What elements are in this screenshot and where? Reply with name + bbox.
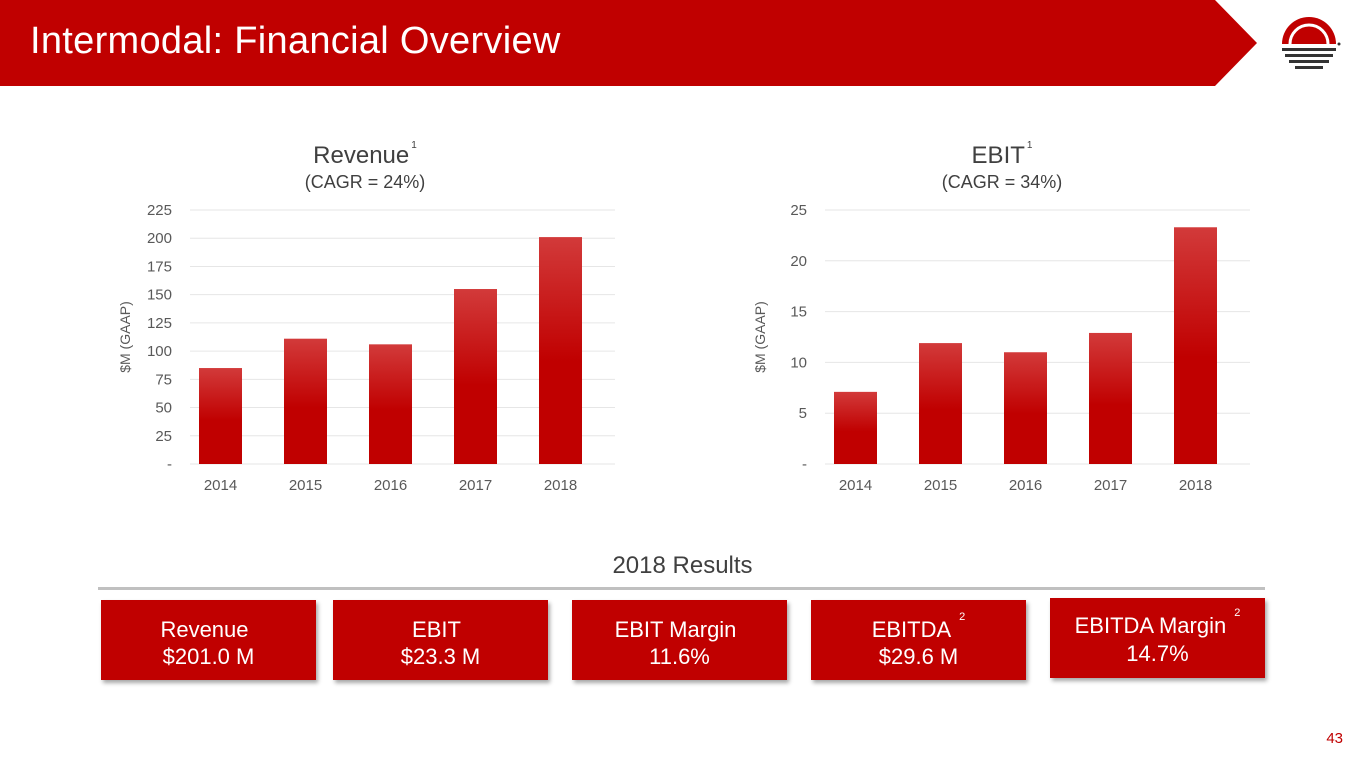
bar-2015 xyxy=(284,338,327,464)
results-divider xyxy=(98,587,1265,590)
kpi-label: Revenue xyxy=(160,617,249,642)
y-tick-label: 125 xyxy=(147,315,172,332)
y-tick-label: 50 xyxy=(155,400,172,417)
ebit-chart-title: EBIT 1 xyxy=(971,140,1033,169)
kpi-label: EBIT xyxy=(412,617,461,642)
bar-2015 xyxy=(919,343,962,464)
y-tick-label: - xyxy=(802,456,807,473)
kpi-value: $29.6 M xyxy=(878,644,959,669)
y-tick-label: 25 xyxy=(155,428,172,445)
bar-2014 xyxy=(199,368,242,464)
kpi-label: EBIT Margin xyxy=(614,617,737,642)
company-logo-icon xyxy=(1282,17,1341,69)
y-axis-label: $M (GAAP) xyxy=(117,301,133,373)
page-title: Intermodal: Financial Overview xyxy=(30,20,561,62)
ebit-bar-chart: - 5 10 15 20 25 $M (GAAP) 2014 2015 2016 2017 2018 xyxy=(752,202,1250,494)
bar-2018 xyxy=(1174,227,1217,464)
x-tick-label: 2014 xyxy=(839,477,872,494)
x-tick-label: 2017 xyxy=(459,477,492,494)
kpi-ebitda-card: EBITDA2 $29.6 M xyxy=(811,600,1026,680)
bar-2014 xyxy=(834,391,877,464)
bar-2016 xyxy=(1004,352,1047,464)
kpi-value: 14.7% xyxy=(1126,641,1189,666)
kpi-value: $201.0 M xyxy=(162,644,255,669)
y-axis-label: $M (GAAP) xyxy=(752,301,768,373)
revenue-cagr-subtitle: (CAGR = 24%) xyxy=(304,172,426,192)
x-tick-label: 2014 xyxy=(204,477,237,494)
y-tick-label: 150 xyxy=(147,287,172,304)
revenue-bar-chart: - 25 50 75 100 125 150 175 200 225 $M (GAAP) 2014 20… xyxy=(117,202,615,494)
kpi-ebit-card: EBIT $23.3 M xyxy=(333,600,548,680)
y-tick-label: 225 xyxy=(147,202,172,219)
kpi-ebitda-margin-card: EBITDA Margin2 14.7% xyxy=(1050,598,1265,678)
revenue-footnote-ref: 1 xyxy=(411,140,417,151)
x-tick-label: 2017 xyxy=(1094,477,1127,494)
y-tick-label: 75 xyxy=(155,371,172,388)
bar-2018 xyxy=(539,237,582,464)
kpi-value: $23.3 M xyxy=(400,644,481,669)
y-tick-label: 100 xyxy=(147,343,172,360)
y-tick-label: 15 xyxy=(790,304,807,321)
x-tick-label: 2015 xyxy=(924,477,957,494)
x-tick-label: 2016 xyxy=(1009,477,1042,494)
y-tick-label: 10 xyxy=(790,354,807,371)
y-tick-label: 175 xyxy=(147,258,172,275)
bar-2017 xyxy=(1089,332,1132,464)
y-tick-label: - xyxy=(167,456,172,473)
x-tick-label: 2016 xyxy=(374,477,407,494)
y-tick-label: 25 xyxy=(790,202,807,219)
revenue-chart-title: Revenue 1 xyxy=(313,140,417,169)
kpi-label: EBITDA2 xyxy=(871,610,966,642)
kpi-ebit-margin-card: EBIT Margin 11.6% xyxy=(572,600,787,680)
kpi-revenue-card: Revenue $201.0 M xyxy=(101,600,316,680)
ebit-cagr-subtitle: (CAGR = 34%) xyxy=(941,172,1063,192)
x-tick-label: 2018 xyxy=(544,477,577,494)
ebit-footnote-ref: 1 xyxy=(1026,140,1033,151)
x-tick-label: 2015 xyxy=(289,477,322,494)
bar-2017 xyxy=(454,289,497,464)
y-tick-label: 20 xyxy=(790,253,807,270)
kpi-value: 11.6% xyxy=(649,644,710,669)
kpi-label: EBITDA Margin2 xyxy=(1074,606,1241,638)
results-section-title: 2018 Results xyxy=(612,552,753,579)
page-number: 43 xyxy=(1326,730,1343,747)
header-banner xyxy=(0,0,1257,86)
x-tick-label: 2018 xyxy=(1179,477,1212,494)
y-tick-label: 200 xyxy=(147,230,172,247)
bar-2016 xyxy=(369,344,412,464)
y-tick-label: 5 xyxy=(799,405,807,422)
